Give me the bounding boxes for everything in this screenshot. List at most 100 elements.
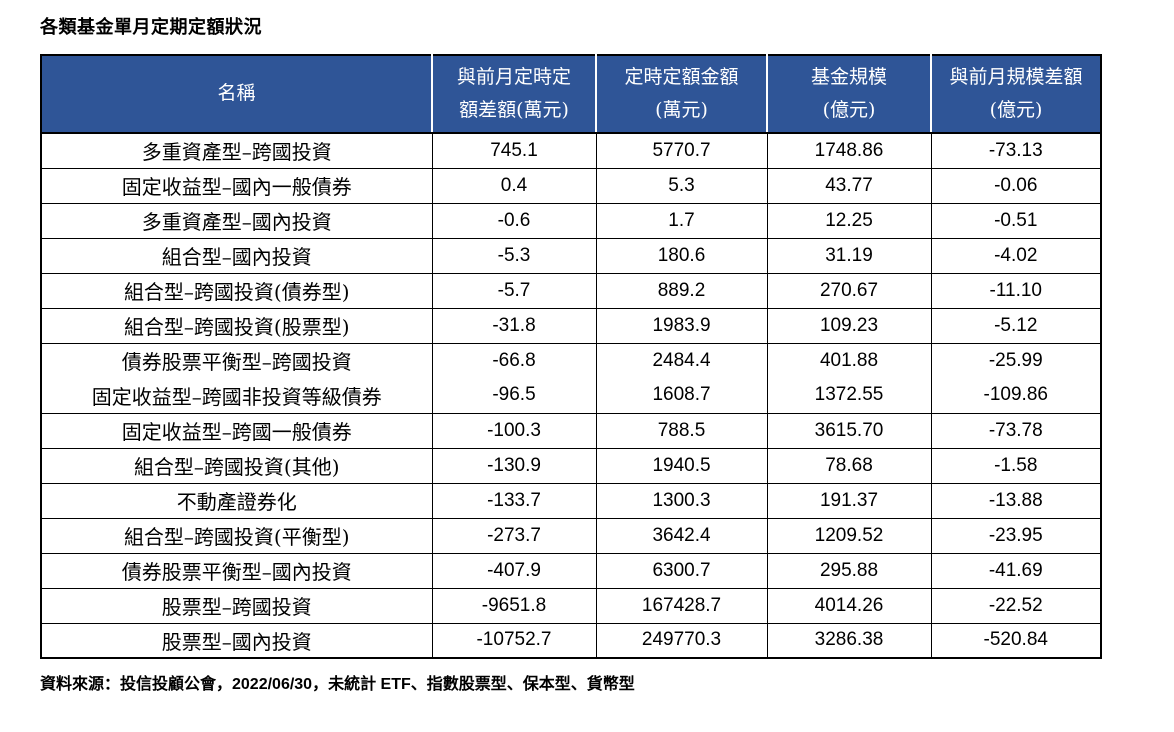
- value-cell: 43.77: [766, 167, 932, 204]
- value-cell: -66.8: [431, 342, 597, 378]
- fund-name-cell: 多重資產型–國內投資: [40, 202, 433, 239]
- fund-name-cell: 股票型–跨國投資: [40, 587, 433, 624]
- table-row: 組合型–跨國投資(股票型) -31.8 1983.9 109.23 -5.12: [40, 307, 1102, 344]
- value-cell: 4014.26: [766, 587, 932, 624]
- table-row: 固定收益型–國內一般債券 0.4 5.3 43.77 -0.06: [40, 167, 1102, 204]
- header-row: 名稱 與前月定時定 額差額(萬元) 定時定額金額 (萬元) 基金規模 (億元) …: [40, 54, 1102, 134]
- value-cell: -0.51: [930, 202, 1102, 239]
- value-cell: 167428.7: [595, 587, 768, 624]
- value-cell: -23.95: [930, 517, 1102, 554]
- value-cell: 2484.4: [595, 342, 768, 378]
- fund-name-cell: 不動產證券化: [40, 482, 433, 519]
- source-note: 資料來源：投信投顧公會，2022/06/30，未統計 ETF、指數股票型、保本型…: [40, 676, 635, 693]
- value-cell: 401.88: [766, 342, 932, 378]
- value-cell: 6300.7: [595, 552, 768, 589]
- fund-table-header: 名稱 與前月定時定 額差額(萬元) 定時定額金額 (萬元) 基金規模 (億元) …: [40, 54, 1102, 134]
- fund-name-cell: 債券股票平衡型–跨國投資: [40, 342, 433, 378]
- value-cell: -0.06: [930, 167, 1102, 204]
- value-cell: -520.84: [930, 622, 1102, 659]
- value-cell: -25.99: [930, 342, 1102, 378]
- value-cell: 1.7: [595, 202, 768, 239]
- fund-name-cell: 多重資產型–跨國投資: [40, 132, 433, 169]
- table-row: 組合型–跨國投資(平衡型) -273.7 3642.4 1209.52 -23.95: [40, 517, 1102, 554]
- header-dca-diff: 與前月定時定 額差額(萬元): [431, 54, 597, 134]
- fund-name-cell: 組合型–跨國投資(債券型): [40, 272, 433, 309]
- value-cell: 5.3: [595, 167, 768, 204]
- value-cell: -133.7: [431, 482, 597, 519]
- fund-name-cell: 固定收益型–跨國一般債券: [40, 412, 433, 449]
- value-cell: 78.68: [766, 447, 932, 484]
- table-row: 固定收益型–跨國一般債券 -100.3 788.5 3615.70 -73.78: [40, 412, 1102, 449]
- value-cell: 1372.55: [766, 378, 932, 414]
- value-cell: 3642.4: [595, 517, 768, 554]
- header-name: 名稱: [40, 54, 433, 134]
- value-cell: 270.67: [766, 272, 932, 309]
- value-cell: 788.5: [595, 412, 768, 449]
- value-cell: -100.3: [431, 412, 597, 449]
- fund-name-cell: 股票型–國內投資: [40, 622, 433, 659]
- value-cell: 3286.38: [766, 622, 932, 659]
- value-cell: 191.37: [766, 482, 932, 519]
- table-row: 不動產證券化 -133.7 1300.3 191.37 -13.88: [40, 482, 1102, 519]
- value-cell: -73.78: [930, 412, 1102, 449]
- table-row: 組合型–跨國投資(債券型) -5.7 889.2 270.67 -11.10: [40, 272, 1102, 309]
- header-dca-amount: 定時定額金額 (萬元): [595, 54, 768, 134]
- value-cell: 5770.7: [595, 132, 768, 169]
- value-cell: 249770.3: [595, 622, 768, 659]
- fund-name-cell: 固定收益型–跨國非投資等級債券: [40, 378, 433, 414]
- value-cell: 889.2: [595, 272, 768, 309]
- table-body: 多重資產型–跨國投資 745.1 5770.7 1748.86 -73.13 固定收益型–…: [40, 132, 1102, 659]
- fund-name-cell: 組合型–跨國投資(平衡型): [40, 517, 433, 554]
- value-cell: 1983.9: [595, 307, 768, 344]
- value-cell: 1209.52: [766, 517, 932, 554]
- value-cell: -13.88: [930, 482, 1102, 519]
- value-cell: 1748.86: [766, 132, 932, 169]
- header-size-diff: 與前月規模差額 (億元): [930, 54, 1102, 134]
- fund-name-cell: 組合型–跨國投資(其他): [40, 447, 433, 484]
- value-cell: -5.7: [431, 272, 597, 309]
- value-cell: -109.86: [930, 378, 1102, 414]
- value-cell: -5.12: [930, 307, 1102, 344]
- value-cell: -11.10: [930, 272, 1102, 309]
- value-cell: 1940.5: [595, 447, 768, 484]
- value-cell: -96.5: [431, 378, 597, 414]
- value-cell: 745.1: [431, 132, 597, 169]
- fund-name-cell: 債券股票平衡型–國內投資: [40, 552, 433, 589]
- value-cell: -0.6: [431, 202, 597, 239]
- table-row: 多重資產型–國內投資 -0.6 1.7 12.25 -0.51: [40, 202, 1102, 239]
- page: 各類基金單月定期定額狀況 名稱 與前月定時定 額差額(萬元) 定時定額金額 (萬…: [40, 17, 1102, 693]
- table-row: 多重資產型–跨國投資 745.1 5770.7 1748.86 -73.13: [40, 132, 1102, 169]
- fund-table: 名稱 與前月定時定 額差額(萬元) 定時定額金額 (萬元) 基金規模 (億元) …: [40, 54, 1102, 659]
- value-cell: 0.4: [431, 167, 597, 204]
- value-cell: 109.23: [766, 307, 932, 344]
- value-cell: 1300.3: [595, 482, 768, 519]
- value-cell: -41.69: [930, 552, 1102, 589]
- fund-name-cell: 固定收益型–國內一般債券: [40, 167, 433, 204]
- table-row: 股票型–跨國投資 -9651.8 167428.7 4014.26 -22.52: [40, 587, 1102, 624]
- value-cell: -130.9: [431, 447, 597, 484]
- header-fund-size: 基金規模 (億元): [766, 54, 932, 134]
- fund-name-cell: 組合型–跨國投資(股票型): [40, 307, 433, 344]
- value-cell: 31.19: [766, 237, 932, 274]
- table-row: 債券股票平衡型–跨國投資 -66.8 2484.4 401.88 -25.99: [40, 342, 1102, 378]
- value-cell: -9651.8: [431, 587, 597, 624]
- value-cell: 295.88: [766, 552, 932, 589]
- table-row: 股票型–國內投資 -10752.7 249770.3 3286.38 -520.84: [40, 622, 1102, 659]
- fund-name-cell: 組合型–國內投資: [40, 237, 433, 274]
- value-cell: 180.6: [595, 237, 768, 274]
- value-cell: -22.52: [930, 587, 1102, 624]
- value-cell: -73.13: [930, 132, 1102, 169]
- page-title: 各類基金單月定期定額狀況: [40, 17, 262, 37]
- value-cell: -1.58: [930, 447, 1102, 484]
- table-row: 組合型–跨國投資(其他) -130.9 1940.5 78.68 -1.58: [40, 447, 1102, 484]
- value-cell: -5.3: [431, 237, 597, 274]
- value-cell: -273.7: [431, 517, 597, 554]
- table-row: 組合型–國內投資 -5.3 180.6 31.19 -4.02: [40, 237, 1102, 274]
- value-cell: -4.02: [930, 237, 1102, 274]
- table-row: 債券股票平衡型–國內投資 -407.9 6300.7 295.88 -41.69: [40, 552, 1102, 589]
- value-cell: -31.8: [431, 307, 597, 344]
- value-cell: 1608.7: [595, 378, 768, 414]
- value-cell: -407.9: [431, 552, 597, 589]
- value-cell: 12.25: [766, 202, 932, 239]
- value-cell: 3615.70: [766, 412, 932, 449]
